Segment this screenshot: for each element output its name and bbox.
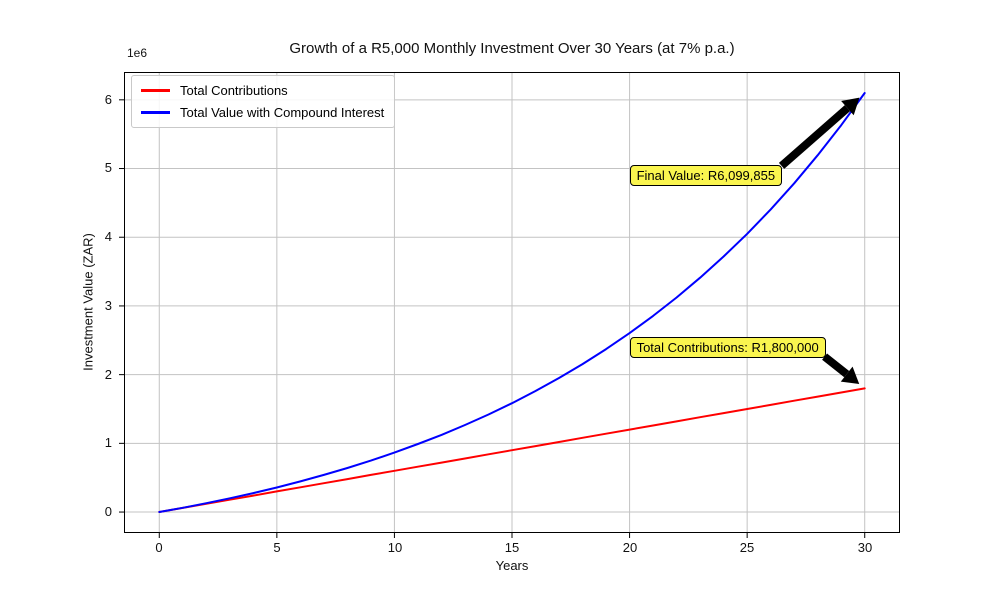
y-tick-label: 5 <box>104 160 112 175</box>
annotation-arrow-head <box>841 97 860 116</box>
legend-label: Total Contributions <box>180 83 288 98</box>
x-tick-label: 25 <box>739 540 755 555</box>
y-tick-label: 4 <box>104 229 112 244</box>
legend-line-swatch-blue <box>141 111 170 114</box>
x-tick-label: 0 <box>155 540 163 555</box>
x-tick-label: 20 <box>622 540 638 555</box>
y-tick-label: 6 <box>104 92 112 107</box>
annotation-arrow-shaft <box>778 105 851 169</box>
annotation-final-value: Final Value: R6,099,855 <box>629 164 783 186</box>
legend: Total Contributions Total Value with Com… <box>131 75 396 128</box>
x-tick-label: 10 <box>387 540 403 555</box>
series-line-total-contributions <box>158 387 866 513</box>
chart-title: Growth of a R5,000 Monthly Investment Ov… <box>289 40 735 57</box>
x-tick-label: 30 <box>857 540 873 555</box>
y-axis-offset-label: 1e6 <box>127 46 148 60</box>
legend-entry-total-contributions: Total Contributions <box>141 82 384 99</box>
series-line-total-value-with-compound-interest <box>158 92 866 513</box>
annotation-arrow-shaft <box>822 353 850 378</box>
y-tick-label: 1 <box>104 435 112 450</box>
annotation-total-contributions: Total Contributions: R1,800,000 <box>629 336 826 358</box>
y-tick-label: 3 <box>104 298 112 313</box>
x-axis-label: Years <box>495 558 529 573</box>
legend-label: Total Value with Compound Interest <box>180 105 385 120</box>
x-tick-label: 5 <box>273 540 281 555</box>
legend-line-swatch-red <box>141 89 170 92</box>
y-tick-label: 0 <box>104 504 112 519</box>
annotation-arrow-head <box>840 366 860 385</box>
x-tick-label: 15 <box>504 540 520 555</box>
plot-border <box>124 72 900 533</box>
legend-entry-compound-value: Total Value with Compound Interest <box>141 104 384 121</box>
y-tick-label: 2 <box>104 367 112 382</box>
